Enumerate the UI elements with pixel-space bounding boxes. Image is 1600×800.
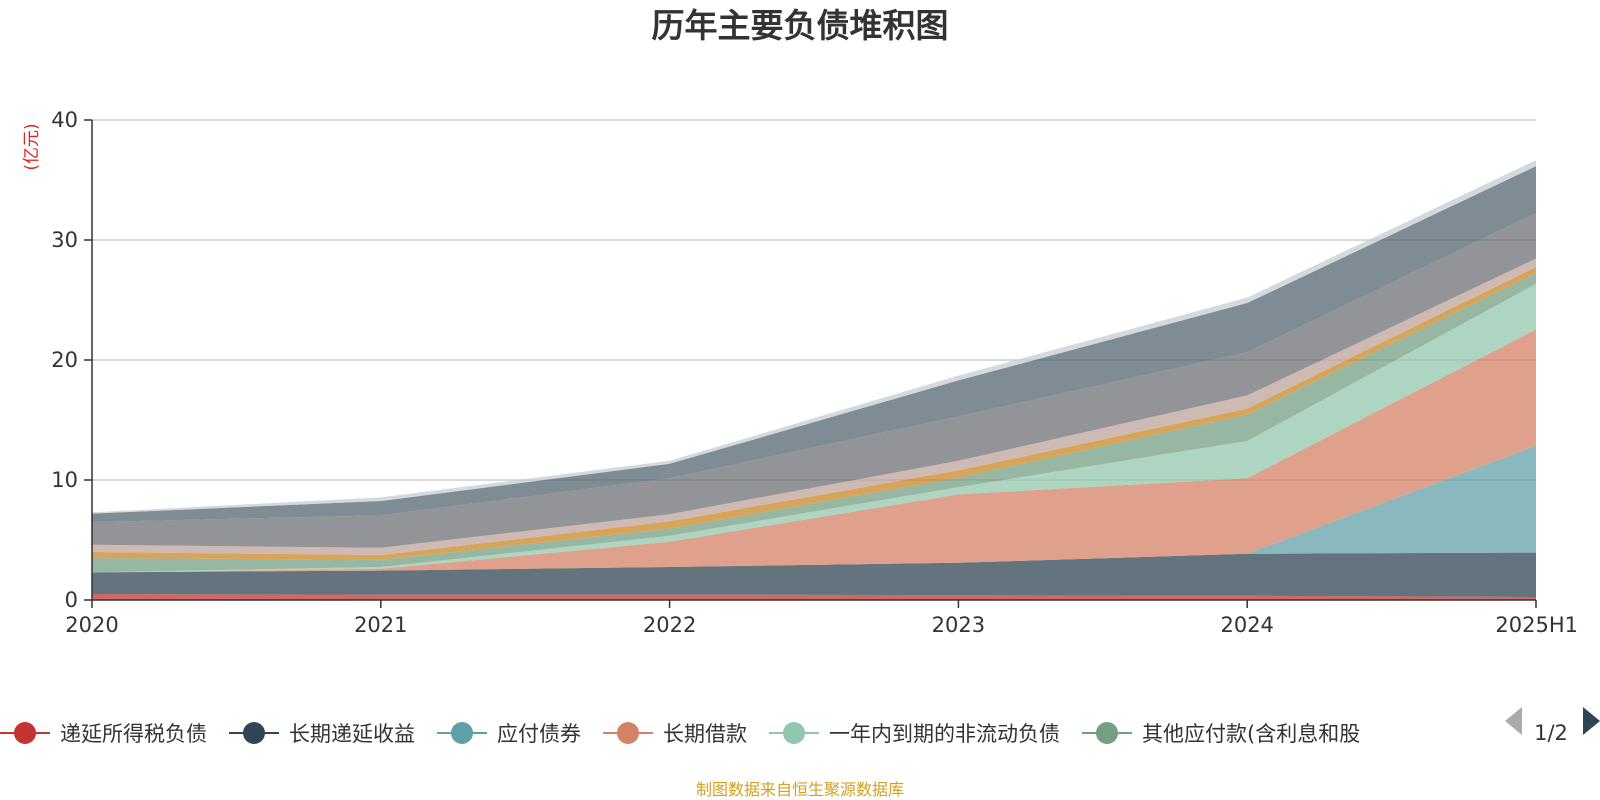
legend-next-page-icon[interactable] — [1583, 707, 1600, 735]
x-tick-label: 2025H1 — [1495, 613, 1578, 637]
area-series-5 — [92, 273, 1536, 573]
y-tick-label: 40 — [51, 108, 78, 132]
legend-item[interactable]: 应付债券 — [437, 722, 581, 746]
legend-marker-icon — [451, 722, 473, 744]
legend-prev-page-icon[interactable] — [1505, 707, 1522, 735]
legend-label: 应付债券 — [497, 722, 581, 746]
area-series-0 — [92, 594, 1536, 600]
legend-label: 长期借款 — [663, 722, 747, 746]
axes: 0 10 20 30 40 2020 2021 2022 2023 2024 2025H1 — [51, 108, 1578, 637]
x-tick-label: 2024 — [1220, 613, 1273, 637]
area-series-9 — [92, 166, 1536, 522]
y-tick-label: 10 — [51, 468, 78, 492]
legend-label: 递延所得税负债 — [60, 722, 207, 746]
area-series-6 — [92, 267, 1536, 560]
area-series-8 — [92, 213, 1536, 548]
legend-label: 其他应付款(含利息和股 — [1142, 722, 1360, 746]
legend-item[interactable]: 一年内到期的非流动负债 — [769, 722, 1060, 746]
y-tick-label: 20 — [51, 348, 78, 372]
legend-page-indicator: 1/2 — [1534, 721, 1568, 745]
legend-item[interactable]: 长期递延收益 — [229, 722, 415, 746]
area-series — [92, 160, 1536, 600]
legend-pager: 1/2 — [1505, 707, 1600, 745]
x-tick-label: 2022 — [643, 613, 696, 637]
legend-marker-icon — [617, 722, 639, 744]
area-series-4 — [92, 283, 1536, 573]
legend-marker-icon — [14, 722, 36, 744]
y-tick-label: 0 — [65, 588, 78, 612]
y-axis-unit: (亿元) — [22, 123, 42, 170]
legend-label: 长期递延收益 — [289, 722, 415, 746]
x-tick-label: 2020 — [65, 613, 118, 637]
area-series-7 — [92, 258, 1536, 555]
area-series-3 — [92, 329, 1536, 573]
legend-label: 一年内到期的非流动负债 — [829, 722, 1060, 746]
legend-item[interactable]: 其他应付款(含利息和股 — [1082, 722, 1360, 746]
legend-item[interactable]: 递延所得税负债 — [0, 722, 207, 746]
area-series-1 — [92, 552, 1536, 597]
legend: 递延所得税负债 长期递延收益 应付债券 长期借款 一年内到期的非流动负债 其他应付款(含利… — [0, 722, 1360, 746]
legend-marker-icon — [783, 722, 805, 744]
y-tick-label: 30 — [51, 228, 78, 252]
x-tick-label: 2023 — [932, 613, 985, 637]
legend-marker-icon — [243, 722, 265, 744]
legend-item[interactable]: 长期借款 — [603, 722, 747, 746]
source-note: 制图数据来自恒生聚源数据库 — [696, 780, 904, 799]
chart-title: 历年主要负债堆积图 — [652, 6, 949, 45]
x-tick-label: 2021 — [354, 613, 407, 637]
legend-marker-icon — [1096, 722, 1118, 744]
